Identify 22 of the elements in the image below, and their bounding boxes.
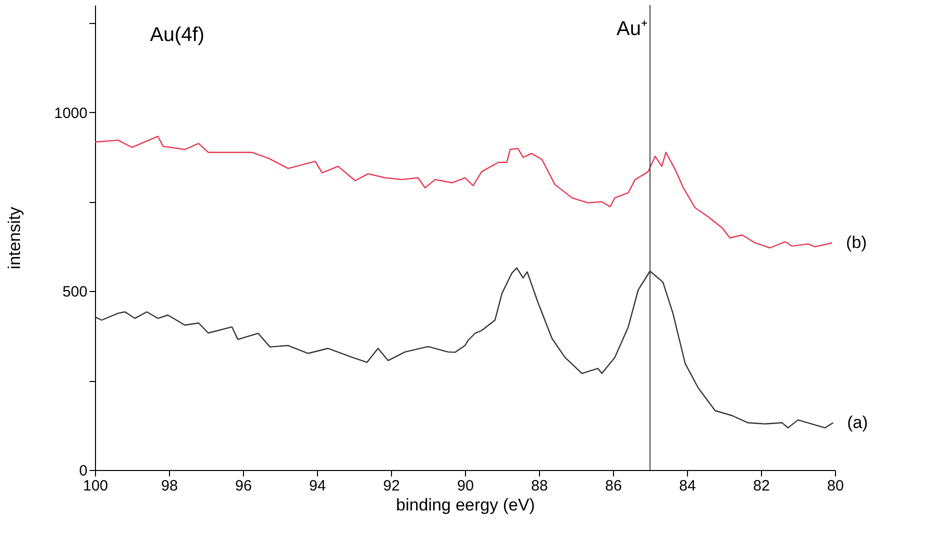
x-tick-label: 100 bbox=[82, 478, 108, 494]
ref-line-label: Au⁺ bbox=[616, 18, 648, 40]
series-label: (b) bbox=[846, 232, 867, 252]
y-axis-title: intensity bbox=[5, 206, 24, 270]
x-tick-label: 80 bbox=[827, 478, 844, 494]
x-tick-label: 88 bbox=[531, 478, 548, 494]
line-series bbox=[94, 136, 833, 248]
x-tick-label: 84 bbox=[679, 478, 696, 494]
x-tick-label: 98 bbox=[161, 478, 178, 494]
series-label: (a) bbox=[847, 412, 868, 432]
annotation: Au(4f) bbox=[150, 24, 204, 46]
y-tick-label: 0 bbox=[79, 462, 88, 480]
x-axis-title: binding eergy (eV) bbox=[396, 496, 535, 514]
line-series bbox=[94, 267, 834, 428]
x-tick-label: 92 bbox=[383, 478, 400, 494]
x-tick-label: 82 bbox=[753, 478, 770, 494]
y-tick-label: 500 bbox=[62, 284, 88, 301]
y-tick-label: 1000 bbox=[54, 104, 88, 122]
x-tick-label: 94 bbox=[309, 478, 326, 494]
x-tick-label: 90 bbox=[457, 478, 474, 494]
x-tick-label: 96 bbox=[235, 478, 252, 494]
x-tick-label: 86 bbox=[605, 478, 622, 494]
